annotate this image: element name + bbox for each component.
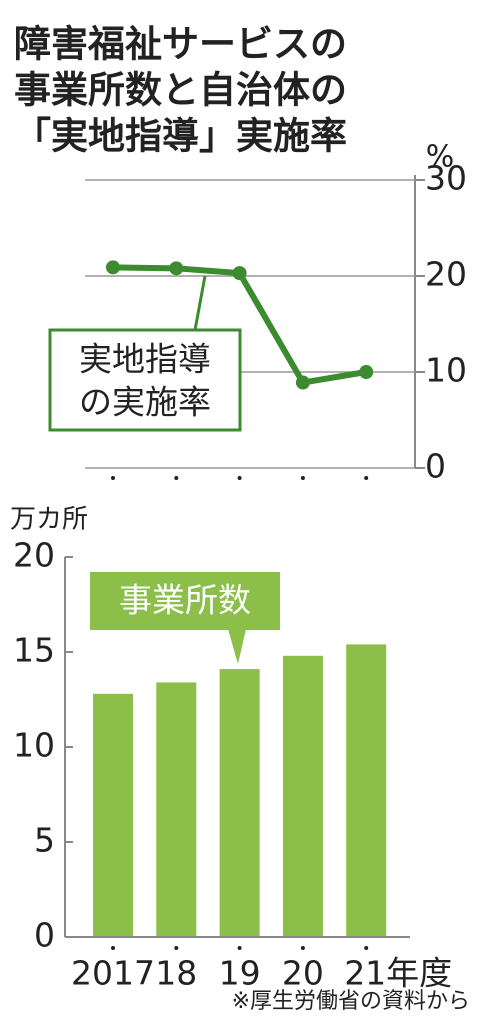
y-tick-label: 10 — [13, 726, 55, 765]
y-tick-label: 5 — [34, 821, 55, 860]
bar — [282, 655, 323, 937]
y-tick-label: 0 — [34, 916, 55, 955]
y-tick-label: 20 — [425, 255, 467, 294]
y-tick-label: 20 — [13, 536, 55, 575]
x-tick-label: 19 — [219, 954, 261, 993]
x-tick-dot — [174, 946, 179, 950]
bar — [346, 644, 387, 937]
annotation: 実地指導 — [79, 340, 211, 379]
callout-pointer — [193, 275, 207, 331]
x-tick-dot — [237, 476, 242, 480]
bar — [219, 669, 260, 937]
y-tick-label: 10 — [425, 351, 467, 390]
y-axis-label: 万カ所 — [10, 505, 88, 535]
chart-title: 障害福祉サービスの — [14, 23, 347, 66]
x-tick-dot — [174, 476, 179, 480]
bar — [93, 693, 133, 937]
chart-title: 「実地指導」実施率 — [14, 115, 347, 158]
y-axis-label: % — [426, 140, 455, 175]
x-tick-dot — [364, 946, 369, 950]
annotation: の実施率 — [79, 383, 211, 422]
x-tick-dot — [364, 476, 369, 480]
y-tick-label: 30 — [425, 159, 467, 198]
y-tick-label: 0 — [425, 447, 446, 486]
data-point — [295, 375, 310, 390]
data-point — [106, 260, 120, 275]
x-tick-label: 20 — [282, 954, 324, 993]
data-point — [232, 266, 247, 281]
x-tick-label: 21年度 — [344, 954, 452, 993]
x-tick-dot — [237, 946, 242, 950]
bar — [156, 682, 197, 937]
chart-title: 事業所数と自治体の — [14, 69, 347, 112]
x-tick-label: 2017 — [71, 954, 155, 993]
y-tick-label: 15 — [13, 631, 55, 670]
data-point — [359, 365, 374, 379]
callout-box — [48, 328, 242, 432]
x-tick-dot — [300, 476, 305, 480]
x-tick-dot — [111, 946, 115, 950]
x-tick-dot — [111, 476, 115, 480]
callout-pointer — [228, 629, 246, 664]
x-tick-dot — [300, 946, 305, 950]
data-point — [169, 261, 184, 276]
callout-box — [90, 572, 280, 630]
x-tick-label: 18 — [155, 954, 197, 993]
source-note: ※厚生労働省の資料から — [232, 989, 470, 1014]
annotation: 事業所数 — [119, 581, 251, 620]
